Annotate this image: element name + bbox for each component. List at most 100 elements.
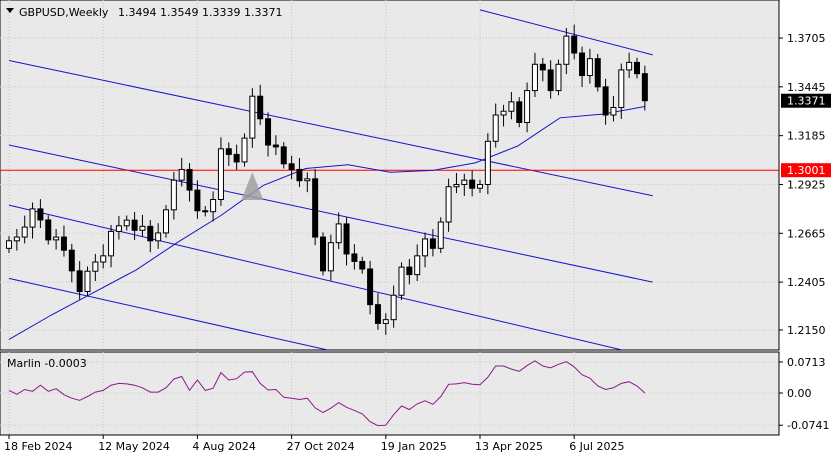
candle[interactable] <box>359 256 366 274</box>
candle[interactable] <box>461 173 468 196</box>
price-tick-label: 1.2150 <box>787 324 826 337</box>
candle[interactable] <box>123 215 130 231</box>
candle[interactable] <box>6 236 12 254</box>
candle[interactable] <box>579 46 586 88</box>
candle[interactable] <box>100 244 107 269</box>
channel-trendline[interactable] <box>8 144 653 283</box>
candle[interactable] <box>29 202 36 239</box>
candle[interactable] <box>335 212 342 250</box>
candle[interactable] <box>60 225 67 257</box>
candle[interactable] <box>563 28 570 75</box>
candle-body-down <box>539 63 546 71</box>
candle[interactable] <box>422 232 429 268</box>
triangle-marker[interactable] <box>241 172 264 200</box>
candle[interactable] <box>602 78 609 125</box>
candle[interactable] <box>571 24 578 60</box>
candle[interactable] <box>304 172 311 193</box>
candle[interactable] <box>84 266 91 297</box>
candle[interactable] <box>343 217 350 266</box>
candle[interactable] <box>288 155 295 180</box>
candle[interactable] <box>406 259 413 285</box>
candle[interactable] <box>225 142 232 166</box>
candle[interactable] <box>398 262 405 300</box>
candle[interactable] <box>524 82 531 133</box>
candle[interactable] <box>626 52 633 78</box>
candle[interactable] <box>139 214 146 237</box>
candle[interactable] <box>429 229 436 257</box>
candle[interactable] <box>414 244 421 281</box>
candle[interactable] <box>594 53 601 92</box>
channel-trendline[interactable] <box>8 277 402 366</box>
candle[interactable] <box>13 228 20 251</box>
dropdown-triangle-icon[interactable] <box>6 8 14 13</box>
candle[interactable] <box>374 293 381 330</box>
candle[interactable] <box>265 112 272 157</box>
date-label: 12 May 2024 <box>98 440 170 453</box>
candle[interactable] <box>634 57 640 79</box>
candle[interactable] <box>320 232 326 276</box>
candle[interactable] <box>555 59 562 96</box>
candle[interactable] <box>618 63 625 119</box>
candle[interactable] <box>147 219 154 253</box>
candle[interactable] <box>21 215 28 244</box>
candle[interactable] <box>610 96 617 122</box>
candle[interactable] <box>45 215 52 245</box>
candle[interactable] <box>131 212 138 241</box>
candle[interactable] <box>155 223 162 249</box>
candle[interactable] <box>37 199 44 229</box>
candle[interactable] <box>296 157 303 188</box>
candle[interactable] <box>390 285 397 328</box>
candle[interactable] <box>508 92 515 120</box>
candle[interactable] <box>241 133 248 167</box>
candle[interactable] <box>53 228 60 250</box>
candle-body-up <box>92 261 99 272</box>
candle[interactable] <box>453 173 460 194</box>
candle[interactable] <box>641 65 648 111</box>
price-pane[interactable] <box>0 0 780 351</box>
candle[interactable] <box>163 205 169 238</box>
candle-body-down <box>60 236 67 251</box>
candle[interactable] <box>469 170 476 197</box>
candle[interactable] <box>186 163 193 202</box>
candle[interactable] <box>367 260 374 315</box>
channel-trendline[interactable] <box>8 60 653 197</box>
candle[interactable] <box>484 133 491 195</box>
candle[interactable] <box>327 234 334 281</box>
oscillator-pane[interactable] <box>0 351 780 436</box>
candle-body-up <box>210 198 217 213</box>
candle[interactable] <box>445 178 452 232</box>
candle[interactable] <box>272 135 279 155</box>
candle[interactable] <box>500 104 507 127</box>
candle[interactable] <box>202 206 209 217</box>
candle[interactable] <box>547 60 554 99</box>
candle[interactable] <box>382 313 389 335</box>
candle[interactable] <box>194 180 201 219</box>
candle[interactable] <box>586 48 593 84</box>
candle[interactable] <box>539 57 546 82</box>
candle-body-down <box>634 61 640 75</box>
candle[interactable] <box>92 253 99 281</box>
candle[interactable] <box>312 169 319 246</box>
candle-body-up <box>437 221 444 249</box>
candle[interactable] <box>68 243 75 283</box>
candle[interactable] <box>531 52 538 97</box>
candle[interactable] <box>233 144 240 171</box>
candle[interactable] <box>516 97 523 128</box>
candle[interactable] <box>170 172 177 220</box>
candle[interactable] <box>115 216 122 240</box>
candle[interactable] <box>217 137 224 206</box>
candle[interactable] <box>280 142 287 169</box>
candle[interactable] <box>477 179 483 193</box>
candle[interactable] <box>210 191 217 222</box>
candle[interactable] <box>76 261 83 300</box>
candle[interactable] <box>437 217 444 254</box>
candle[interactable] <box>108 225 115 268</box>
candle[interactable] <box>249 88 256 148</box>
candle[interactable] <box>492 103 499 148</box>
candle[interactable] <box>257 84 264 126</box>
candle[interactable] <box>351 244 358 270</box>
candle-body-up <box>500 110 507 116</box>
candle-body-up <box>422 238 429 257</box>
candle[interactable] <box>178 157 185 187</box>
